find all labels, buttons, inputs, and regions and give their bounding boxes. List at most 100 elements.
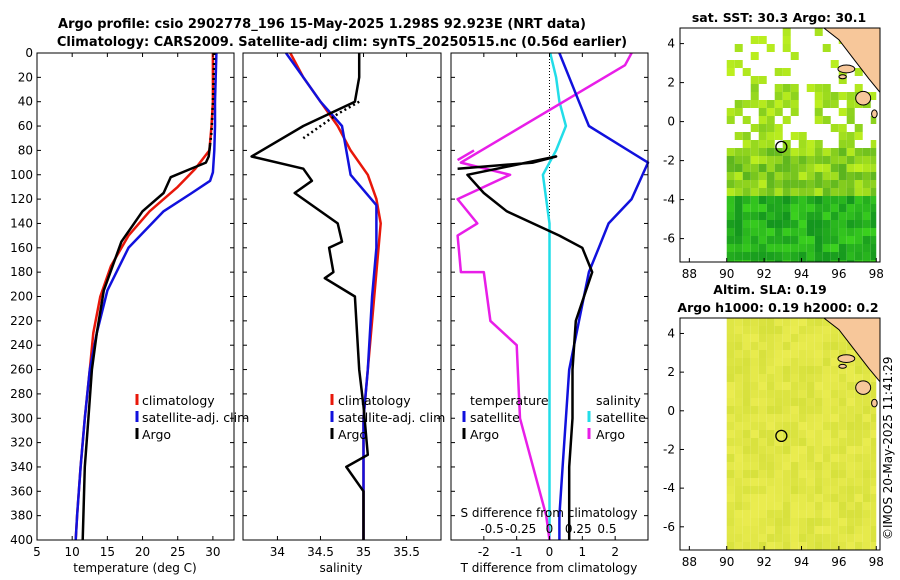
sla-island [871,398,878,408]
sla-map-cell [798,366,807,374]
sla-map-cell [862,478,871,486]
sst-map-cell [822,156,831,164]
sla-map-cell [822,366,831,374]
sst-map-cell [806,260,815,262]
sla-map-cell [854,542,863,550]
sst-map-cell [822,180,831,188]
sst-map-cell [822,188,831,196]
sst-map-cell [782,36,791,44]
sst-map-cell [774,164,783,172]
sla-map-cell [870,526,877,534]
temp-ytick-label: 300 [10,411,33,425]
sst-map-cell [766,156,775,164]
sla-map-cell [854,518,863,526]
sla-map-cell [734,398,743,406]
sst-map-cell [766,172,775,180]
sst-map-cell [862,244,871,252]
sla-map-cell [862,454,871,462]
sst-map-ytick-label: 0 [667,115,675,129]
sla-map-cell [854,366,863,374]
sla-map-cell [750,382,759,390]
sla-map-cell [774,454,783,462]
sla-map-cell [790,502,799,510]
sla-map-cell [758,382,767,390]
sst-map-ytick-label: -6 [663,232,675,246]
sla-map-cell [750,462,759,470]
sst-map-cell [814,100,823,108]
sla-map-cell [822,406,831,414]
sla-map-cell [854,478,863,486]
sla-map-cell [806,430,815,438]
sst-map-cell [846,172,855,180]
sla-map-cell [782,366,791,374]
sla-map-cell [790,462,799,470]
sst-map-cell [726,212,735,220]
sst-map-cell [846,204,855,212]
sla-map-cell [830,494,839,502]
sla-map-cell [798,486,807,494]
sla-map-cell [782,414,791,422]
sla-map-cell [766,526,775,534]
sla-map-cell [734,374,743,382]
sla-map-cell [798,350,807,358]
sla-map-cell [822,398,831,406]
sla-map-cell [806,478,815,486]
sla-map-cell [758,446,767,454]
sla-map-ytick-label: -2 [663,442,675,456]
sla-map-cell [846,390,855,398]
sla-map-cell [726,430,735,438]
sst-map-xtick-label: 92 [756,267,771,281]
sla-map-cell [846,518,855,526]
sla-map-cell [734,518,743,526]
sst-map-cell [814,164,823,172]
sla-map-cell [742,326,751,334]
sst-map-cell [782,28,791,36]
sst-map-cell [766,204,775,212]
sla-map-cell [822,526,831,534]
sla-map-cell [750,398,759,406]
sst-map-cell [758,228,767,236]
diff-xtick-label: -1 [511,545,523,559]
sal-argo-line [250,53,370,540]
sst-map-cell [750,188,759,196]
sst-map-cell [782,188,791,196]
sla-map-cell [822,502,831,510]
sst-map-cell [870,188,877,196]
sst-map-cell [790,228,799,236]
sla-map-cell [726,518,735,526]
sla-map-cell [814,486,823,494]
sst-map-cell [790,132,799,140]
sst-map-cell [798,180,807,188]
sst-map-cell [782,164,791,172]
sst-map-cell [782,84,791,92]
sla-map-cell [758,534,767,542]
sla-map-cell [814,398,823,406]
sla-map-cell [814,438,823,446]
sst-map-cell [814,244,823,252]
sla-map-cell [734,358,743,366]
sla-map-cell [806,462,815,470]
sst-map-cell [790,196,799,204]
sst-map-cell [854,188,863,196]
sst-map-xtick-label: 88 [682,267,697,281]
sla-map-cell [734,390,743,398]
sst-map-cell [774,92,783,100]
sla-map-cell [766,470,775,478]
sla-map-cell [806,334,815,342]
sst-map-cell [734,100,743,108]
sst-map-cell [870,116,877,124]
sst-map-cell [742,148,751,156]
sst-map-cell [750,228,759,236]
sla-map-cell [854,454,863,462]
sla-map-cell [734,526,743,534]
sla-map-cell [734,446,743,454]
sla-map-cell [822,446,831,454]
sst-map-cell [854,148,863,156]
sla-map-cell [758,318,767,326]
sst-map-cell [758,148,767,156]
difference-panel: -2 -1 0 1 2 -0.5 -0.25 0 0.25 0.5 [450,52,650,559]
sst-map-cell [742,100,751,108]
diff-s-tick-label: -0.5 [480,522,503,536]
sst-map-cell [798,252,807,260]
sst-map-cell [806,204,815,212]
